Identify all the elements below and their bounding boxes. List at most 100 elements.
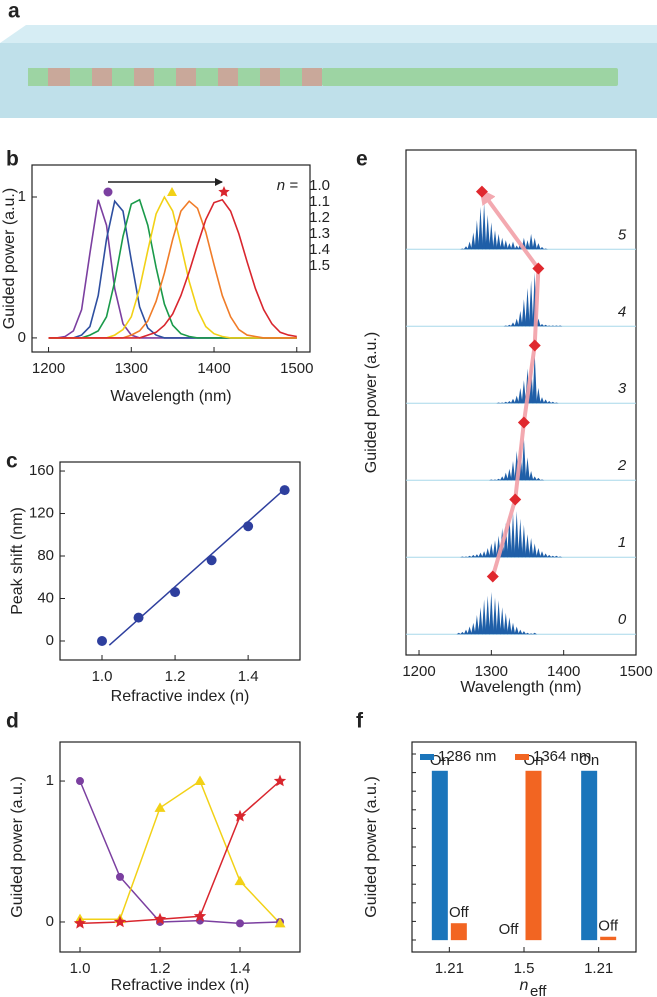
spectrum-spike — [518, 518, 523, 558]
spectrum-spike — [518, 387, 523, 404]
data-point — [97, 635, 108, 646]
spectrum-spike — [485, 548, 490, 558]
spectrum-spike — [536, 477, 541, 481]
spectrum-spike — [536, 387, 541, 404]
spectrum-spike — [481, 203, 487, 250]
y-tick-label: 120 — [29, 504, 54, 521]
y-axis-label: Guided power (a.u.) — [363, 776, 380, 917]
x-tick-label: 1.4 — [238, 668, 259, 685]
waveguide-schematic — [0, 25, 657, 118]
spectrum-spike — [500, 607, 505, 635]
spectrum-spike — [539, 397, 545, 404]
y-axis-label: Peak shift (nm) — [9, 507, 26, 615]
legend-entry: 1.1 — [309, 193, 330, 210]
x-tick-label: 1.21 — [584, 960, 613, 977]
x-tick-label: 1400 — [547, 663, 580, 680]
spectrum-spike — [521, 299, 527, 327]
spectrum-spike — [507, 514, 512, 558]
spectrum-spike — [543, 324, 548, 327]
series-line — [80, 779, 281, 924]
spectrum-spike — [463, 629, 469, 635]
plot-frame — [59, 461, 301, 661]
trace-label: 3 — [618, 380, 627, 397]
spectrum-spike — [489, 591, 494, 635]
spectrum-spike — [471, 554, 476, 558]
spectrum-spike — [539, 551, 545, 558]
spectrum-spike — [525, 240, 530, 250]
spectrum-spike — [489, 543, 494, 558]
spectrum-spike — [543, 248, 548, 250]
x-tick-label: 1500 — [280, 360, 313, 377]
data-point — [273, 774, 287, 787]
spectrum-spike — [507, 243, 512, 250]
spectrum-spike — [460, 556, 465, 558]
spectrum-spike — [507, 324, 512, 327]
y-tick-label: 160 — [29, 462, 54, 479]
x-axis-label: Wavelength (nm) — [460, 679, 581, 696]
spectrum-spike — [485, 595, 490, 635]
plot-frame — [405, 149, 637, 656]
spectrum-spike — [525, 534, 530, 558]
y-tick-label: 0 — [46, 632, 54, 649]
x-tick-label: 1500 — [619, 663, 652, 680]
bar — [431, 770, 448, 941]
spectrum-spike — [528, 280, 534, 327]
spectrum-spike — [460, 631, 465, 635]
x-tick-label: 1.0 — [92, 668, 113, 685]
spectrum-spike — [525, 632, 530, 635]
spectrum-spike — [518, 629, 523, 635]
spectrum-spike — [539, 324, 545, 327]
spectrum-spike — [514, 395, 519, 404]
spectrum-spike — [510, 461, 516, 481]
data-point — [73, 916, 87, 929]
panel-label: b — [6, 148, 19, 171]
marker-icon — [218, 186, 230, 197]
spectrum-spike — [507, 468, 512, 481]
legend-entry: 1.5 — [309, 257, 330, 274]
spectrum-spike — [510, 622, 516, 635]
peak-marker — [517, 416, 530, 429]
spectrum-spike — [532, 237, 537, 250]
spectrum-spike — [557, 325, 563, 327]
spectrum-spike — [467, 555, 472, 558]
spectrum-spike — [503, 522, 508, 558]
bar-value-label: On — [430, 752, 450, 769]
spectrum-spike — [489, 479, 494, 481]
data-point — [206, 555, 217, 566]
legend-entry: 1.0 — [309, 177, 330, 194]
y-axis-label: Guided power (a.u.) — [363, 332, 380, 473]
data-point — [170, 587, 181, 598]
spectrum-spike — [463, 556, 469, 558]
x-tick-label: 1.21 — [435, 960, 464, 977]
series-line — [79, 780, 281, 925]
data-point — [274, 917, 286, 928]
spectrum-spike — [547, 325, 552, 327]
data-point — [234, 875, 246, 886]
data-point — [154, 802, 166, 812]
bar-value-label: On — [579, 752, 599, 769]
spectrum-spike — [507, 401, 512, 404]
legend-entry: 1.4 — [309, 241, 330, 258]
spectrum-spike — [521, 437, 527, 481]
plot-frame — [59, 741, 301, 953]
peak-marker — [486, 570, 499, 583]
spectrum-spike — [456, 632, 461, 635]
spectrum-spike — [532, 543, 537, 558]
x-tick-label: 1200 — [402, 663, 435, 680]
spectrum-spike — [474, 554, 480, 558]
spectrum-spike — [503, 325, 508, 327]
data-point — [233, 809, 247, 822]
spectrum-spike — [528, 233, 534, 250]
legend-swatch — [420, 754, 434, 760]
spectrum-spike — [554, 325, 559, 327]
data-point — [116, 872, 124, 881]
spectrum-spike — [532, 632, 537, 635]
y-tick-label: 80 — [37, 547, 54, 564]
spectrum-spike — [532, 353, 537, 404]
trace-label: 0 — [618, 611, 627, 628]
spectrum-spike — [492, 597, 498, 635]
spectrum-spike — [550, 555, 555, 558]
spectrum-spike — [489, 222, 494, 250]
x-tick-label: 1300 — [115, 360, 148, 377]
spectrum-spike — [463, 246, 469, 250]
